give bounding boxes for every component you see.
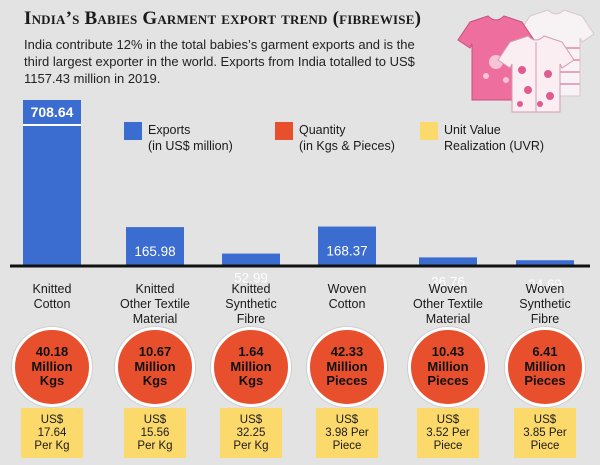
category-label-5: Woven Synthetic Fibre xyxy=(519,282,571,326)
bar-value-label-5: 24.69 xyxy=(528,277,562,292)
bar-value-label-3: 168.37 xyxy=(326,244,367,259)
bar-4 xyxy=(419,257,477,266)
uvr-box-4: US$ 3.52 Per Piece xyxy=(417,408,479,458)
bar-value-labels: 708.64 165.98 52.99 168.37 36.76 24.69 xyxy=(31,104,562,292)
category-label-4: Woven Other Textile Material xyxy=(413,282,483,326)
bar-value-label-0: 708.64 xyxy=(31,104,74,120)
category-label-2: Knitted Synthetic Fibre xyxy=(225,282,277,326)
quantity-circle-1: 10.67 Million Kgs xyxy=(115,327,195,407)
legend-label-2: Unit Value Realization (UVR) xyxy=(444,123,545,153)
quantity-circle-3: 42.33 Million Pieces xyxy=(307,327,387,407)
legend-item-1: Quantity (in Kgs & Pieces) xyxy=(275,122,395,154)
category-label-3: Woven Cotton xyxy=(327,282,367,311)
bar-value-label-1: 165.98 xyxy=(134,244,175,259)
legend-swatch-1 xyxy=(275,122,293,140)
legend-item-0: Exports (in US$ million) xyxy=(124,122,233,154)
legend-swatch-2 xyxy=(420,122,438,140)
bar-2 xyxy=(222,253,280,266)
legend-label-0: Exports (in US$ million) xyxy=(148,123,233,153)
bar-group xyxy=(23,100,574,266)
category-label-1: Knitted Other Textile Material xyxy=(120,282,190,326)
category-label-0: Knitted Cotton xyxy=(32,282,72,311)
bar-3 xyxy=(318,226,376,266)
bar-value-label-4: 36.76 xyxy=(431,274,465,289)
uvr-box-5: US$ 3.85 Per Piece xyxy=(514,408,576,458)
uvr-box-3: US$ 3.98 Per Piece xyxy=(316,408,378,458)
quantity-circle-4: 10.43 Million Pieces xyxy=(408,327,488,407)
quantity-circle-5: 6.41 Million Pieces xyxy=(505,327,585,407)
legend-label-1: Quantity (in Kgs & Pieces) xyxy=(299,123,395,153)
bar-0 xyxy=(23,100,81,266)
legend-swatch-0 xyxy=(124,122,142,140)
legend-item-2: Unit Value Realization (UVR) xyxy=(420,122,544,154)
bar-5 xyxy=(516,260,574,266)
quantity-circle-2: 1.64 Million Kgs xyxy=(211,327,291,407)
uvr-box-2: US$ 32.25 Per Kg xyxy=(220,408,282,458)
baby-garments-photo xyxy=(457,9,595,113)
bar-value-label-2: 52.99 xyxy=(234,271,268,286)
quantity-circle-0: 40.18 Million Kgs xyxy=(12,327,92,407)
bar-1 xyxy=(126,227,184,266)
uvr-box-1: US$ 15.56 Per Kg xyxy=(124,408,186,458)
chart-title: India’s Babies Garment export trend (fib… xyxy=(24,8,422,29)
chart-subtitle: India contribute 12% in the total babies… xyxy=(24,37,415,86)
uvr-box-0: US$ 17.64 Per Kg xyxy=(21,408,83,458)
